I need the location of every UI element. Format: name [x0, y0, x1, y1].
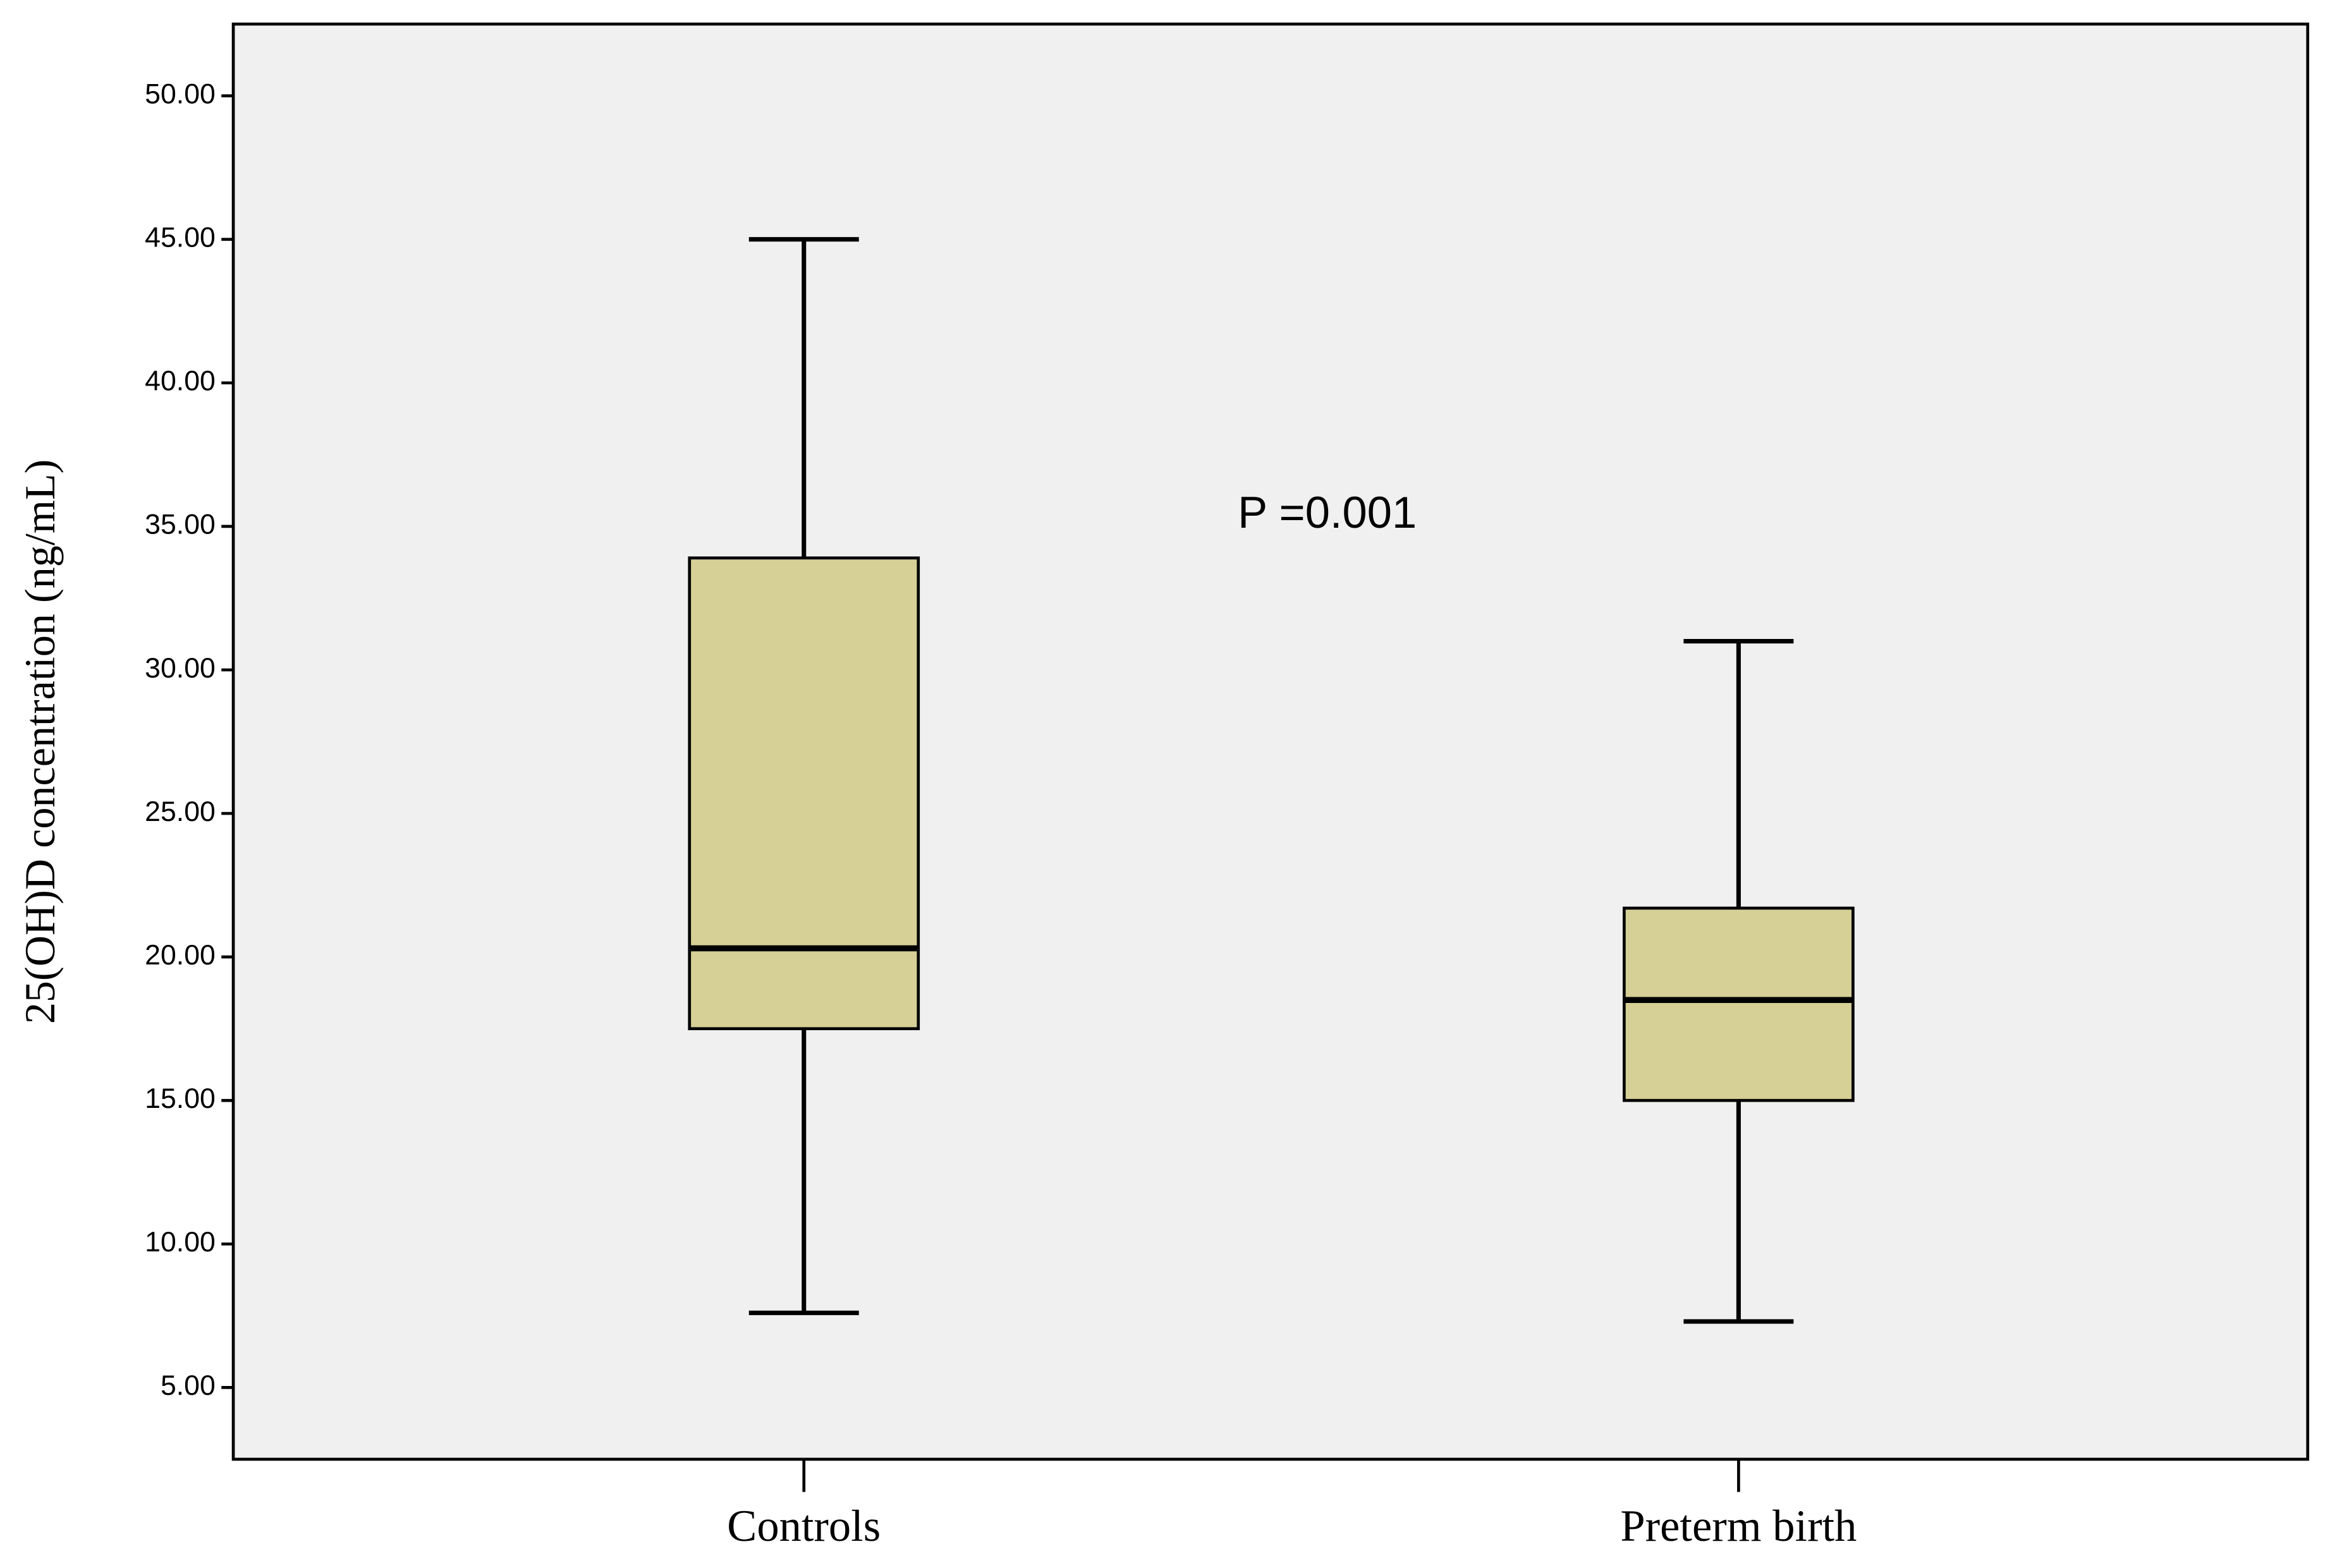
y-tick-label: 45.00 — [145, 222, 216, 253]
plot-area — [231, 22, 2310, 1461]
y-tick-label: 30.00 — [145, 653, 216, 684]
y-tick-label: 25.00 — [145, 796, 216, 827]
y-tick-label: 40.00 — [145, 366, 216, 397]
y-tick-label: 50.00 — [145, 78, 216, 109]
annotation: P =0.001 — [1238, 487, 1417, 537]
y-tick-label: 5.00 — [161, 1370, 216, 1401]
box — [1623, 906, 1855, 1102]
x-tick-label: Preterm birth — [1620, 1502, 1857, 1551]
y-axis-label: 25(OH)D concentration (ng/mL) — [16, 459, 64, 1024]
box — [688, 556, 920, 1031]
x-tick-label: Controls — [727, 1502, 881, 1551]
y-tick-label: 15.00 — [145, 1083, 216, 1114]
y-tick-label: 20.00 — [145, 940, 216, 971]
y-tick-label: 35.00 — [145, 509, 216, 540]
y-tick-label: 10.00 — [145, 1227, 216, 1258]
